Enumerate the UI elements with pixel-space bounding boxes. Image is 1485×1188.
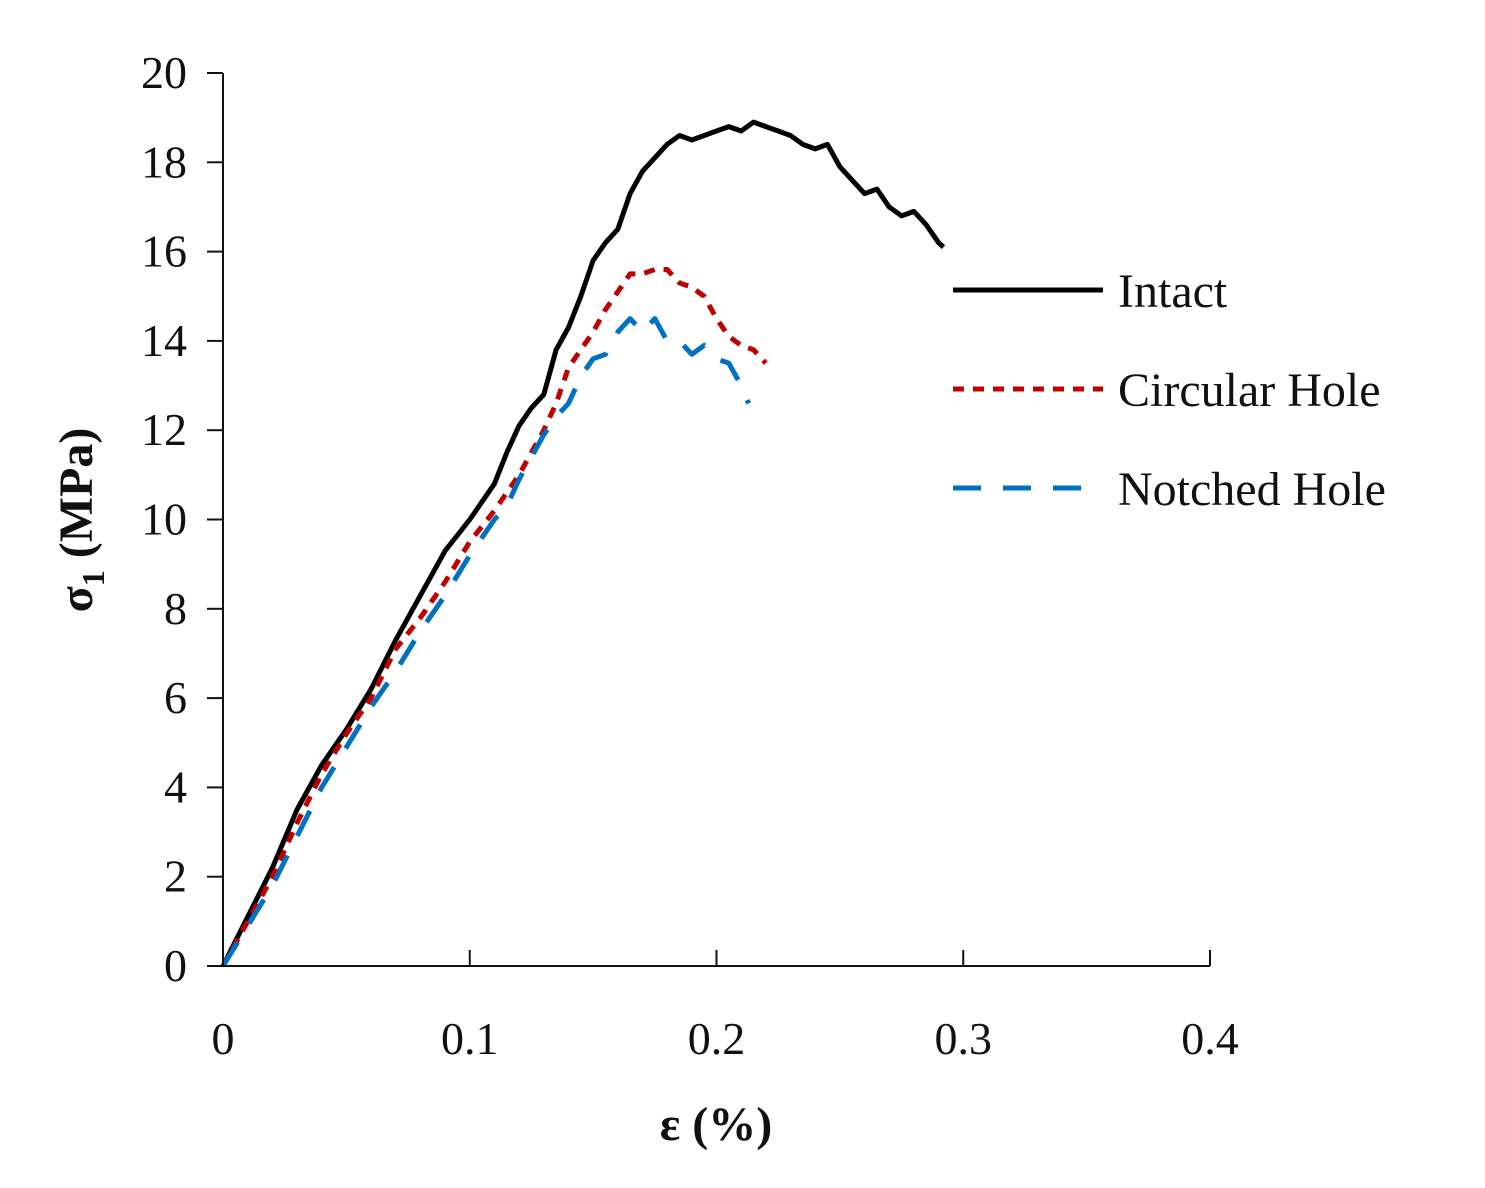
- axes: 0 2 4 6 8 10 12 14 16 18 20 0 0.1 0.2 0.3 0.4: [141, 47, 1239, 1064]
- plot-area: [220, 119, 946, 968]
- y-tick-label: 4: [164, 761, 187, 812]
- y-tick-label: 8: [164, 583, 187, 634]
- y-axis-title-unit: (MPa): [50, 428, 103, 571]
- y-tick-label: 12: [141, 404, 187, 455]
- y-axis-title-subscript: 1: [75, 570, 111, 586]
- x-ticks: 0 0.1 0.2 0.3 0.4: [212, 950, 1239, 1064]
- y-axis-title-symbol: σ: [50, 586, 103, 612]
- y-tick-label: 6: [164, 672, 187, 723]
- y-tick-label: 18: [141, 136, 187, 187]
- legend: Intact Circular Hole Notched Hole: [953, 265, 1386, 516]
- y-tick-label: 0: [164, 940, 187, 991]
- x-tick-label: 0.4: [1181, 1013, 1239, 1064]
- y-ticks: 0 2 4 6 8 10 12 14 16 18 20: [141, 47, 223, 991]
- y-tick-label: 14: [141, 315, 187, 366]
- y-tick-label: 2: [164, 851, 187, 902]
- x-tick-label: 0.3: [935, 1013, 993, 1064]
- x-tick-label: 0.1: [441, 1013, 499, 1064]
- legend-label-intact: Intact: [1118, 265, 1228, 318]
- legend-label-notched-hole: Notched Hole: [1118, 463, 1386, 516]
- y-tick-label: 10: [141, 494, 187, 545]
- series-line-circular-hole: [220, 267, 768, 968]
- x-axis-title: ε (%): [660, 1098, 772, 1151]
- x-tick-label: 0.2: [688, 1013, 746, 1064]
- x-tick-label: 0: [212, 1013, 235, 1064]
- y-tick-label: 20: [141, 47, 187, 98]
- y-tick-label: 16: [141, 226, 187, 277]
- legend-label-circular-hole: Circular Hole: [1118, 364, 1381, 417]
- series-line-notched-hole: [220, 316, 751, 968]
- series-line-intact: [220, 119, 946, 968]
- y-axis-title: σ1 (MPa): [50, 428, 111, 613]
